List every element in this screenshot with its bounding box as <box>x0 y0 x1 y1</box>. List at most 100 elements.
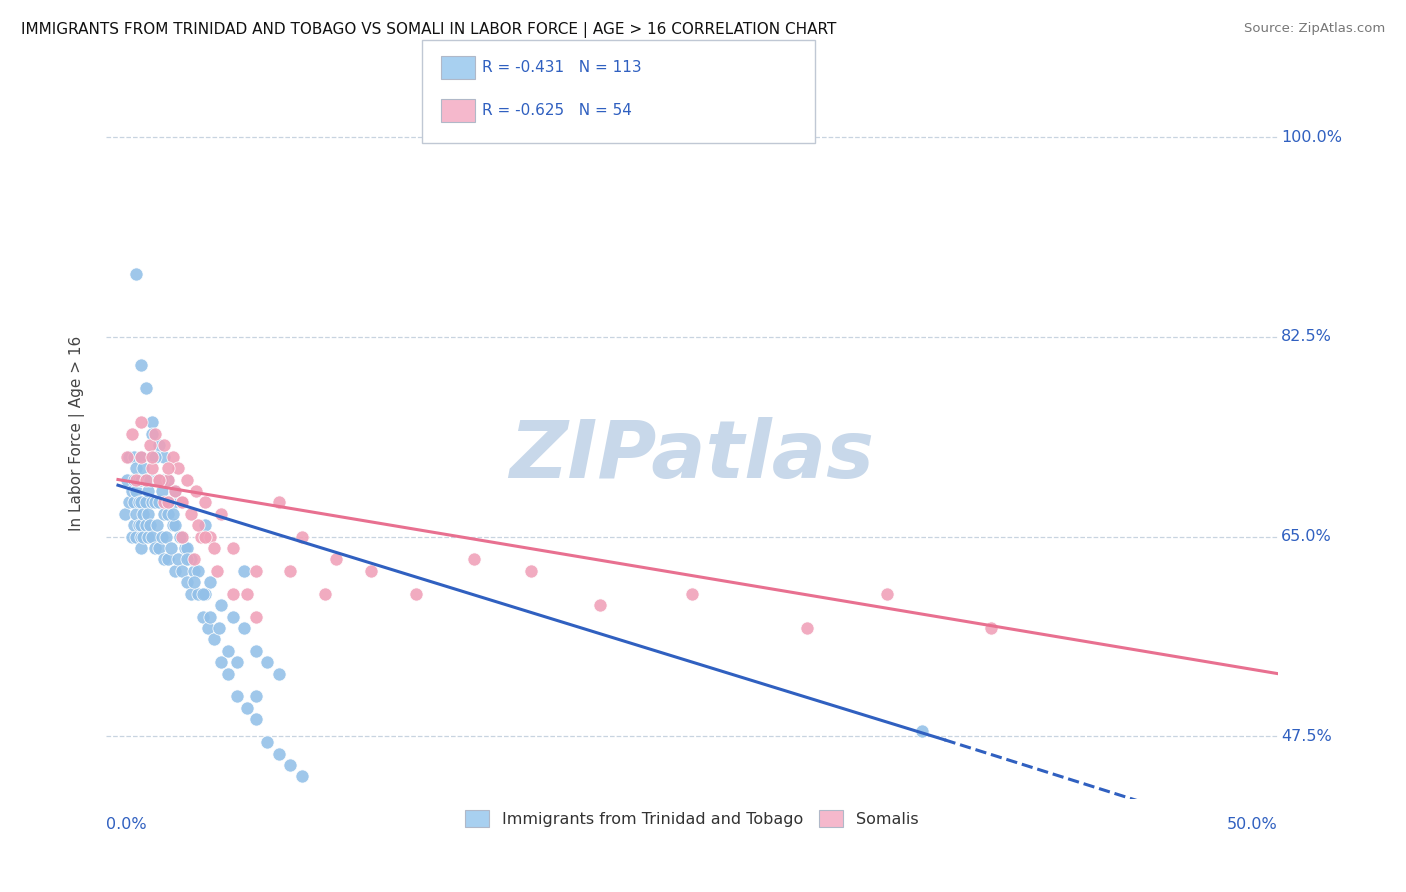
Point <box>233 564 256 578</box>
Point <box>153 438 176 452</box>
Point <box>143 426 166 441</box>
Point <box>222 587 245 601</box>
Point <box>157 473 180 487</box>
Point <box>187 518 209 533</box>
Point <box>183 575 205 590</box>
Point <box>325 552 347 566</box>
Point <box>165 483 187 498</box>
Point <box>128 473 150 487</box>
Point <box>463 552 485 566</box>
Point <box>129 541 152 555</box>
Point <box>183 552 205 566</box>
Point <box>209 655 232 669</box>
Point <box>209 507 232 521</box>
Point <box>125 461 148 475</box>
Point <box>184 483 207 498</box>
Point <box>222 609 245 624</box>
Point <box>136 507 159 521</box>
Point <box>176 541 198 555</box>
Point <box>157 552 180 566</box>
Point <box>141 450 163 464</box>
Point <box>148 495 170 509</box>
Point <box>796 621 818 635</box>
Point <box>245 712 267 726</box>
Point <box>166 461 188 475</box>
Point <box>245 690 267 704</box>
Point <box>166 552 188 566</box>
Point <box>910 723 932 738</box>
Point <box>150 530 173 544</box>
Point <box>141 426 163 441</box>
Point <box>197 621 219 635</box>
Point <box>129 450 152 464</box>
Point <box>129 416 152 430</box>
Point <box>202 632 225 647</box>
Point <box>180 507 202 521</box>
Point <box>129 473 152 487</box>
Point <box>222 541 245 555</box>
Point <box>256 655 278 669</box>
Point <box>245 564 267 578</box>
Point <box>141 450 163 464</box>
Point <box>235 587 257 601</box>
Point <box>172 564 194 578</box>
Point <box>121 426 143 441</box>
Point <box>157 507 180 521</box>
Text: Source: ZipAtlas.com: Source: ZipAtlas.com <box>1244 22 1385 36</box>
Point <box>245 609 267 624</box>
Point <box>165 518 187 533</box>
Point <box>155 530 177 544</box>
Point <box>169 530 191 544</box>
Point <box>172 495 194 509</box>
Point <box>148 541 170 555</box>
Point <box>132 530 155 544</box>
Point <box>172 530 194 544</box>
Point <box>128 495 150 509</box>
Point <box>136 530 159 544</box>
Point <box>157 495 180 509</box>
Point <box>169 530 191 544</box>
Point <box>150 483 173 498</box>
Point <box>217 644 239 658</box>
Point <box>360 564 382 578</box>
Point <box>183 564 205 578</box>
Point <box>520 564 543 578</box>
Point <box>176 473 198 487</box>
Point <box>125 507 148 521</box>
Text: 0.0%: 0.0% <box>107 817 148 832</box>
Point <box>146 518 169 533</box>
Point <box>153 507 176 521</box>
Text: 50.0%: 50.0% <box>1227 817 1278 832</box>
Point <box>125 530 148 544</box>
Point <box>194 518 217 533</box>
Point <box>233 621 256 635</box>
Point <box>129 450 152 464</box>
Point <box>141 495 163 509</box>
Point <box>979 621 1001 635</box>
Point <box>291 769 314 783</box>
Point <box>134 518 156 533</box>
Point <box>153 450 176 464</box>
Point <box>165 495 187 509</box>
Text: 82.5%: 82.5% <box>1281 329 1331 344</box>
Point <box>115 473 138 487</box>
Point <box>129 530 152 544</box>
Point <box>172 530 194 544</box>
Point <box>235 701 257 715</box>
Point <box>208 621 231 635</box>
Point <box>129 359 152 373</box>
Point <box>121 483 143 498</box>
Point <box>245 644 267 658</box>
Point <box>198 530 221 544</box>
Point <box>141 461 163 475</box>
Point <box>148 473 170 487</box>
Point <box>122 495 145 509</box>
Point <box>143 495 166 509</box>
Point <box>134 495 156 509</box>
Point <box>202 541 225 555</box>
Point <box>136 483 159 498</box>
Point <box>589 598 612 612</box>
Point <box>148 473 170 487</box>
Point <box>118 450 141 464</box>
Text: R = -0.431   N = 113: R = -0.431 N = 113 <box>482 61 643 75</box>
